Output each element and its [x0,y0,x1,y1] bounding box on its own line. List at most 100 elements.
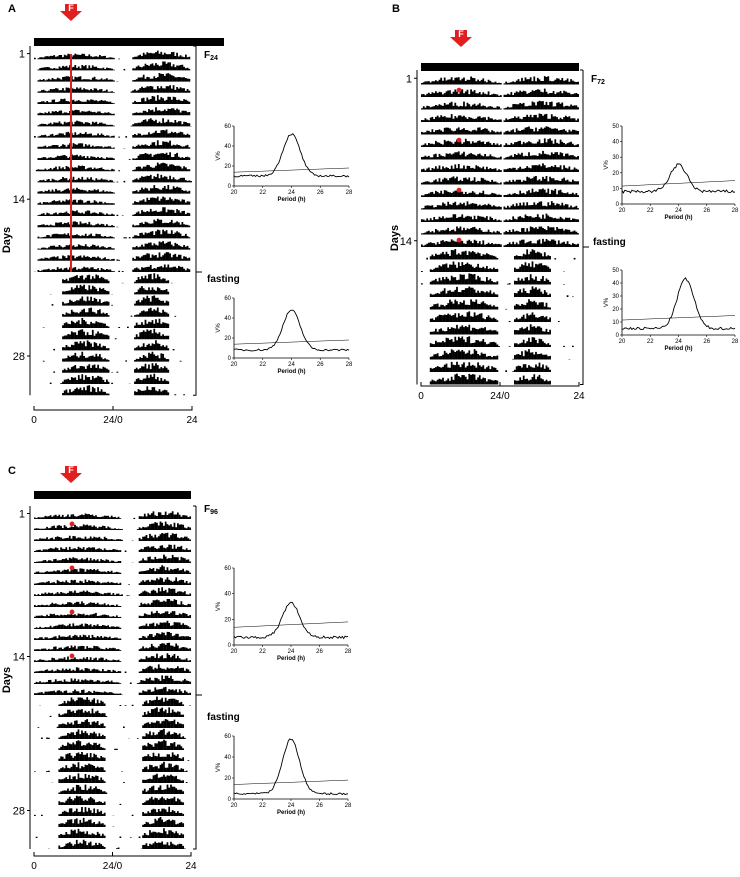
pg-y-tick-label: 20 [612,307,619,313]
pg-x-tick-label: 24 [288,803,295,809]
pg-x-tick-label: 28 [732,208,739,214]
pg-x-tick-label: 22 [647,339,654,345]
activity-row [429,324,551,335]
time-axis [420,382,580,387]
time-tick-label: 24/0 [103,415,123,426]
pg-xlabel: Period (h) [277,810,305,816]
time-tick-label: 0 [418,391,424,402]
activity-row [34,532,192,541]
time-axis [33,852,192,857]
activity-row [34,675,192,684]
pg-ylabel: V% [604,297,610,307]
pg-xlabel: Period (h) [665,346,693,352]
activity-row [35,162,191,172]
pg-y-tick-label: 50 [612,268,619,274]
pg-x-tick-label: 22 [259,649,266,655]
pg-x-tick-label: 26 [317,190,324,196]
pg-y-tick-label: 30 [612,155,619,161]
pg-y-tick-label: 40 [224,144,231,150]
activity-row [37,241,191,250]
days-axis-label: Days [389,225,401,251]
pg-x-tick-label: 26 [703,339,710,345]
activity-row [429,336,574,347]
activity-row [34,565,192,574]
pg-y-tick-label: 10 [612,186,619,192]
pg-y-tick-label: 20 [224,617,231,623]
time-tick-label: 0 [31,861,37,872]
pg-y-tick-label: 40 [224,755,231,761]
feeding-dot [456,187,462,193]
arrow-shape [60,466,82,483]
activity-row [421,176,579,185]
pg-x-tick-label: 26 [316,649,323,655]
activity-row [34,554,192,563]
pg-y-tick-label: 40 [612,281,619,287]
tag-main: F [591,74,597,85]
periodogram-curve [621,277,736,331]
time-tick-label: 24/0 [490,391,510,402]
pg-y-tick-label: 40 [224,316,231,322]
activity-row [421,213,579,222]
activity-row [37,152,191,160]
pg-y-tick-label: 20 [224,164,231,170]
pg-y-tick-label: 40 [224,592,231,598]
activity-row [51,295,170,306]
activity-row [421,261,565,272]
activity-row [429,299,551,310]
pg-x-tick-label: 24 [675,339,682,345]
pg-x-tick-label: 28 [732,339,739,345]
significance-line [233,339,350,345]
activity-row [42,318,170,328]
right-bracket [580,69,584,385]
condition-tag: F24 [204,50,218,62]
activity-row [429,349,571,360]
activity-row [34,664,192,673]
activity-row [62,328,170,340]
day-label: 28 [13,806,25,818]
day-label: 1 [19,509,25,521]
tag-sub: 96 [210,509,218,516]
feeding-arrow-icon: F [60,465,82,483]
periodogram-axes [233,298,349,359]
pg-y-tick-label: 10 [612,320,619,326]
pg-y-tick-label: 20 [224,336,231,342]
activity-row [34,620,192,629]
right-bracket [193,45,197,396]
pg-x-tick-label: 28 [345,649,352,655]
significance-line [621,180,736,187]
activity-row [37,218,191,228]
pg-x-tick-label: 24 [288,190,295,196]
pg-xlabel: Period (h) [277,656,305,662]
activity-row [37,173,192,183]
feeding-dot [456,137,462,143]
pg-y-tick-label: 60 [224,124,231,130]
activity-row [421,138,579,147]
time-tick-label: 24 [573,391,585,402]
day-label: 14 [13,652,25,664]
activity-row [37,719,185,728]
pg-ylabel: V% [216,762,222,772]
periodogram-curve [621,163,736,194]
periodogram-curve [233,309,350,352]
activity-row [35,828,185,838]
feeding-dot [69,653,75,659]
activity-row [37,252,191,261]
days-axis-label: Days [1,667,13,693]
activity-row [51,773,188,783]
pg-x-tick-label: 20 [231,649,238,655]
panel-letter: A [8,3,16,15]
day-label: 1 [406,73,412,85]
panel-letter: B [392,3,400,15]
activity-row [49,707,185,717]
activity-row [421,76,579,85]
pg-x-tick-label: 22 [259,803,266,809]
pg-y-tick-label: 40 [612,140,619,146]
actogram-rows [34,50,192,396]
activity-row [429,373,551,385]
pg-y-tick-label: 50 [612,124,619,130]
activity-row [421,150,579,160]
pg-ylabel: V% [216,151,222,161]
time-tick-label: 24 [185,861,197,872]
